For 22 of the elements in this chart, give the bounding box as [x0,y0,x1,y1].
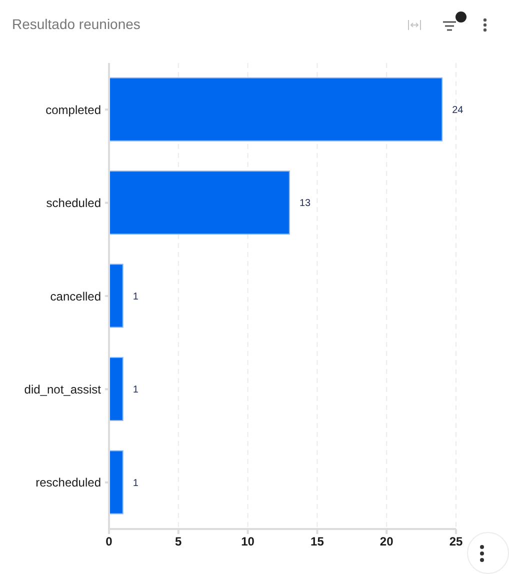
x-tick-label: 25 [449,534,463,549]
bar [109,450,124,514]
x-tick-label: 0 [106,534,113,549]
x-tick-label: 10 [241,534,255,549]
x-tick-label: 5 [175,534,182,549]
data-label: 13 [299,198,311,210]
data-label: 24 [452,104,464,116]
bar [109,170,290,235]
y-tick-label: cancelled [50,289,101,304]
x-tick-label: 20 [380,534,394,549]
bar [109,77,443,142]
y-tick-label: completed [46,102,101,117]
bar [109,357,124,422]
data-label: 1 [132,291,139,302]
y-tick-label: did_not_assist [24,382,102,396]
x-tick-label: 15 [310,534,324,549]
y-tick-label: scheduled [46,196,101,210]
y-tick-label: rescheduled [36,476,101,490]
data-label: 1 [132,384,139,396]
bar [109,264,124,328]
data-label: 1 [132,478,139,489]
chart-title: Resultado reuniones [12,16,140,32]
